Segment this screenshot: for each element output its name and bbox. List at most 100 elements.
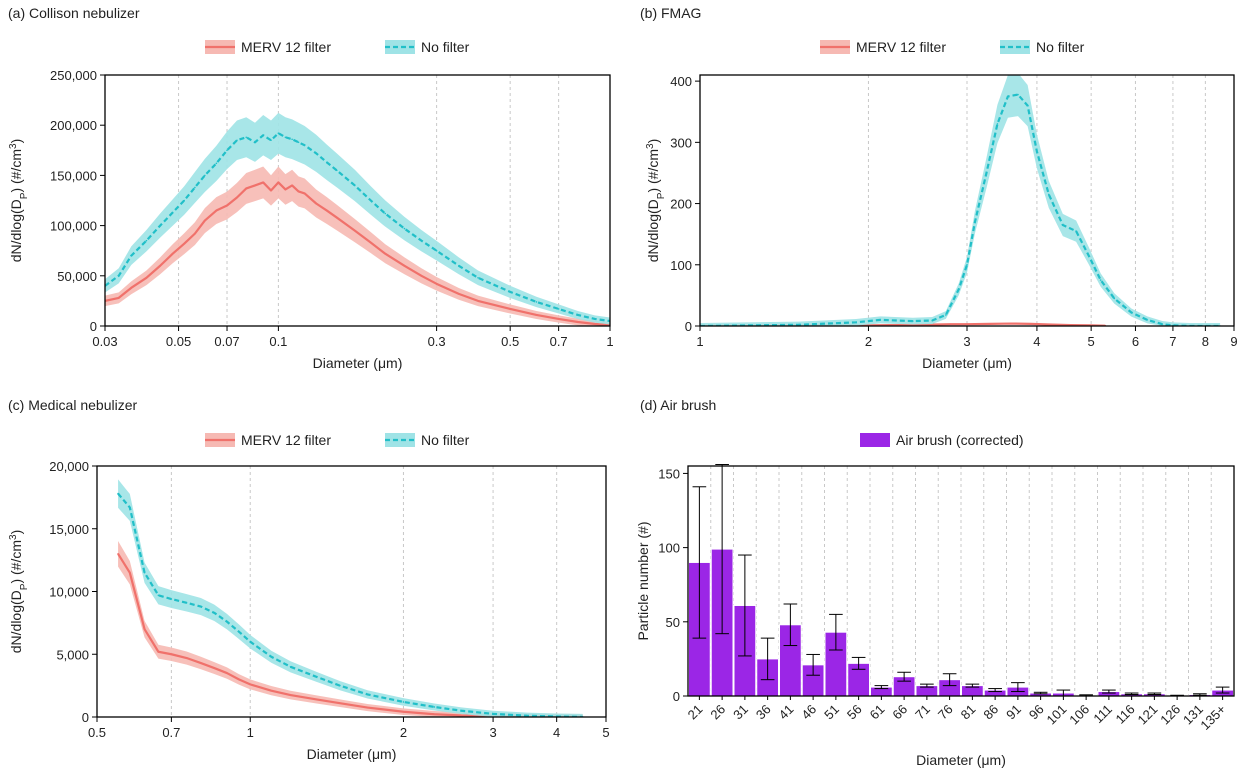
data-point-merv	[433, 713, 436, 716]
data-point-nofilter	[477, 277, 479, 279]
data-point-merv	[384, 252, 387, 255]
data-point-nofilter	[996, 123, 999, 125]
x-axis-label: Diameter (μm)	[313, 355, 403, 371]
data-point-nofilter	[245, 136, 248, 139]
data-point-merv	[277, 181, 280, 184]
data-point-nofilter	[1036, 150, 1038, 153]
data-point-nofilter	[797, 323, 800, 326]
data-point-nofilter	[226, 149, 228, 152]
x-tick-label: 1	[696, 334, 703, 349]
panel-title: (d) Air brush	[640, 397, 716, 413]
series-band-nofilter	[118, 479, 583, 717]
y-tick-label: 0	[673, 689, 680, 704]
data-point-nofilter	[931, 319, 934, 322]
data-point-merv	[129, 571, 131, 574]
x-tick-label: 2	[400, 725, 407, 740]
x-tick-label: 86	[980, 702, 1001, 723]
data-point-nofilter	[1017, 93, 1019, 96]
y-tick-label: 100	[670, 258, 692, 273]
data-point-nofilter	[957, 288, 960, 291]
data-point-nofilter	[911, 320, 914, 322]
x-tick-label: 5	[1088, 334, 1095, 349]
data-point-nofilter	[1099, 279, 1102, 281]
data-point-nofilter	[143, 571, 146, 574]
data-point-merv	[157, 650, 160, 653]
y-tick-label: 150	[658, 466, 680, 481]
y-tick-label: 50	[666, 615, 680, 630]
data-point-nofilter	[236, 139, 238, 142]
data-point-nofilter	[270, 139, 272, 142]
data-point-merv	[145, 277, 148, 279]
y-axis-label: dN/dlog(DP) (#/cm3)	[8, 530, 30, 654]
data-point-merv	[303, 192, 306, 195]
x-tick-label: 3	[963, 334, 970, 349]
data-point-merv	[213, 667, 216, 669]
data-point-merv	[315, 698, 318, 701]
data-point-merv	[291, 184, 293, 187]
panel-c: (c) Medical nebulizer 0.5 0.7 1 2 3 4 5 0 5,000 10…	[8, 397, 610, 762]
data-point-merv	[284, 188, 287, 191]
x-tick-label: 8	[1202, 334, 1209, 349]
data-point-nofilter	[879, 319, 882, 321]
data-point-merv	[460, 714, 463, 717]
data-point-nofilter	[185, 601, 188, 604]
data-point-nofilter	[492, 713, 494, 715]
data-point-nofilter	[297, 141, 300, 144]
data-point-merv	[366, 706, 369, 709]
data-point-merv	[435, 283, 438, 285]
y-tick-label: 10,000	[49, 585, 89, 600]
data-point-nofilter	[254, 141, 256, 144]
x-tick-label: 0.5	[501, 334, 519, 349]
data-point-merv	[270, 689, 273, 692]
x-axis-label: Diameter (μm)	[307, 746, 397, 762]
data-point-nofilter	[1026, 104, 1029, 107]
data-point-merv	[1010, 322, 1013, 325]
data-point-nofilter	[855, 321, 857, 324]
panel-title: (c) Medical nebulizer	[8, 397, 137, 413]
data-point-nofilter	[594, 318, 596, 320]
x-tick-label: 3	[489, 725, 496, 740]
x-tick-label: 61	[867, 702, 888, 723]
x-tick-label: 4	[1033, 334, 1040, 349]
x-tick-label: 0.7	[550, 334, 568, 349]
data-point-nofilter	[291, 138, 293, 141]
data-point-merv	[509, 308, 511, 310]
y-tick-label: 0	[82, 710, 89, 725]
data-point-merv	[297, 190, 300, 193]
data-point-merv	[143, 628, 146, 630]
x-tick-label: 46	[798, 702, 819, 723]
series-band-nofilter	[700, 75, 1221, 326]
panel-b: (b) FMAG 1 2 3 4 5 6 7 8 9 0 100 200 300 400 Diameter (…	[640, 5, 1238, 371]
data-point-nofilter	[974, 221, 976, 223]
x-tick-label: 0.03	[92, 334, 117, 349]
legend-label-merv: MERV 12 filter	[856, 39, 946, 55]
x-tick-label: 135+	[1197, 702, 1228, 733]
x-tick-label: 56	[844, 702, 865, 723]
data-point-merv	[921, 323, 924, 326]
panel-title: (a) Collison nebulizer	[8, 5, 140, 21]
x-tick-label: 31	[730, 702, 751, 723]
data-point-merv	[326, 209, 328, 212]
data-point-merv	[370, 241, 372, 244]
data-point-nofilter	[170, 598, 173, 600]
data-point-nofilter	[315, 152, 317, 155]
y-tick-label: 0	[685, 319, 692, 334]
data-point-nofilter	[435, 249, 438, 252]
data-point-merv	[204, 219, 206, 222]
x-tick-label: 26	[707, 702, 728, 723]
series-line-nofilter	[105, 132, 610, 323]
data-point-merv	[236, 196, 238, 199]
data-point-nofilter	[213, 612, 216, 614]
data-point-nofilter	[326, 161, 328, 164]
data-point-nofilter	[577, 314, 579, 316]
data-point-merv	[1047, 323, 1050, 326]
data-point-nofilter	[535, 301, 538, 303]
plot-area	[117, 479, 584, 717]
y-tick-label: 200	[670, 197, 692, 212]
x-tick-label: 91	[1003, 702, 1024, 723]
data-point-nofilter	[117, 275, 120, 277]
y-tick-label: 0	[90, 319, 97, 334]
x-tick-label: 0.1	[269, 334, 287, 349]
legend-label-merv: MERV 12 filter	[241, 39, 331, 55]
